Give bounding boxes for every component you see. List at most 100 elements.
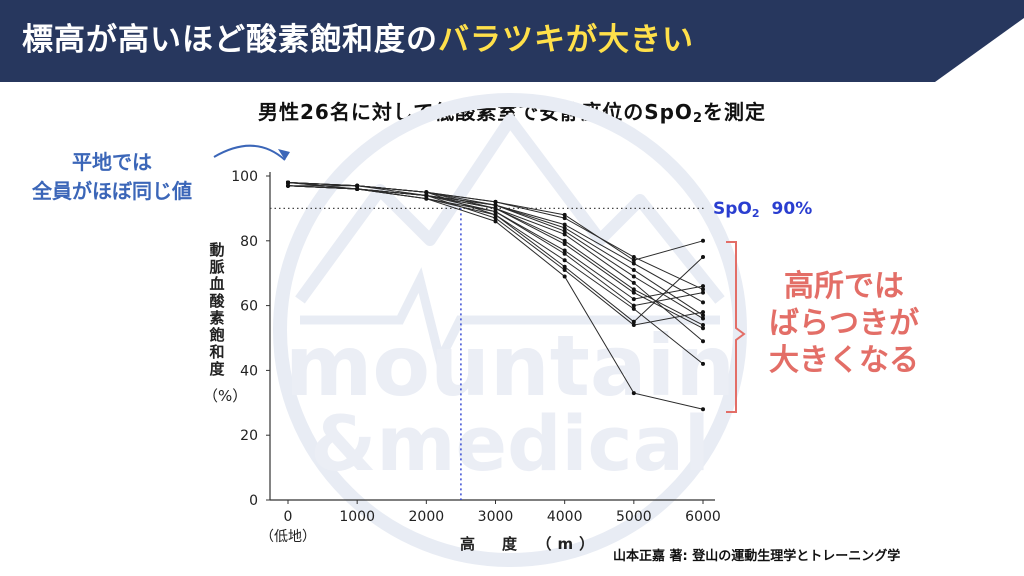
x-tick-label-4000: 4000 bbox=[547, 509, 583, 525]
high-altitude-annotation: 高所では ばらつきが 大きくなる bbox=[744, 268, 944, 379]
x-tick-label-1000: 1000 bbox=[339, 509, 375, 525]
data-point-s5-3000 bbox=[493, 203, 498, 208]
data-point-s10-6000 bbox=[701, 290, 705, 295]
data-point-s8-3000 bbox=[493, 206, 498, 211]
data-point-s12-5000 bbox=[631, 319, 636, 324]
data-point-s12-6000 bbox=[701, 255, 705, 259]
data-point-s3-6000 bbox=[701, 300, 705, 305]
flat-annotation: 平地では 全員がほぼ同じ値 bbox=[12, 148, 212, 206]
title-highlight: バラツキが大きい bbox=[438, 22, 694, 58]
data-point-s7-6000 bbox=[701, 323, 705, 328]
data-point-s4-6000 bbox=[701, 313, 705, 318]
data-point-s7-5000 bbox=[631, 287, 636, 292]
flat-annotation-line2: 全員がほぼ同じ値 bbox=[32, 179, 192, 203]
data-point-s8-6000 bbox=[701, 326, 705, 331]
header-background bbox=[0, 0, 1024, 82]
data-point-s1-4000 bbox=[562, 212, 567, 217]
y-tick-label-100: 100 bbox=[231, 169, 258, 185]
y-tick-label-60: 60 bbox=[240, 299, 258, 315]
data-point-s11-4000 bbox=[562, 258, 567, 263]
chart-series bbox=[286, 180, 705, 412]
data-point-s13-2000 bbox=[424, 193, 429, 198]
y-tick-label-80: 80 bbox=[240, 234, 258, 250]
data-point-s6-6000 bbox=[701, 339, 705, 344]
x-axis-label: 高 度 （m） bbox=[460, 535, 601, 553]
y-tick-label-20: 20 bbox=[240, 428, 258, 444]
data-point-s9-5000 bbox=[631, 297, 636, 302]
data-point-s13-6000 bbox=[701, 310, 705, 315]
reference-lines bbox=[270, 207, 706, 500]
spo2-label-prefix: SpO bbox=[713, 199, 752, 219]
x-tick-label-5000: 5000 bbox=[616, 509, 652, 525]
high-annotation-line3: 大きくなる bbox=[769, 343, 919, 378]
data-point-s14-4000 bbox=[562, 274, 567, 279]
data-point-s13-5000 bbox=[631, 323, 636, 328]
x-tick-sublabel: （低地） bbox=[260, 529, 316, 545]
data-point-s10-4000 bbox=[562, 251, 567, 256]
flat-annotation-line1: 平地では bbox=[72, 150, 152, 174]
data-point-s12-1000 bbox=[355, 183, 360, 188]
arrow-icon bbox=[213, 144, 290, 161]
subtitle-subscript: 2 bbox=[692, 111, 703, 126]
data-point-s2-5000 bbox=[631, 255, 636, 259]
data-point-s14-1000 bbox=[355, 186, 360, 191]
x-tick-label-0: 0 bbox=[284, 509, 293, 525]
data-point-s3-5000 bbox=[631, 261, 636, 266]
page-title: 標高が高いほど酸素飽和度のバラツキが大きい bbox=[22, 14, 694, 59]
data-point-s1-5000 bbox=[631, 258, 636, 263]
data-point-s14-3000 bbox=[493, 219, 498, 224]
data-point-s12-4000 bbox=[562, 264, 567, 269]
data-point-s11-6000 bbox=[701, 361, 705, 366]
data-point-s10-3000 bbox=[493, 209, 498, 214]
data-point-s4-5000 bbox=[631, 267, 636, 272]
y-axis-label-text: 動脈血酸素飽和度 bbox=[209, 241, 225, 378]
series-line-2 bbox=[287, 181, 704, 290]
y-axis-unit: （%） bbox=[203, 387, 248, 405]
data-point-s2-6000 bbox=[701, 287, 705, 292]
data-point-s5-4000 bbox=[562, 229, 567, 234]
data-point-s13-0 bbox=[286, 183, 290, 188]
x-tick-label-3000: 3000 bbox=[478, 509, 514, 525]
data-point-s7-4000 bbox=[562, 238, 567, 243]
data-point-s8-4000 bbox=[562, 242, 567, 247]
data-point-s14-5000 bbox=[631, 391, 636, 396]
subtitle-suffix: を測定 bbox=[703, 100, 766, 124]
data-point-s2-4000 bbox=[562, 216, 567, 221]
data-point-s13-3000 bbox=[493, 216, 498, 221]
high-annotation-line2: ばらつきが bbox=[769, 306, 919, 341]
range-brace bbox=[726, 241, 746, 413]
data-point-s12-2000 bbox=[424, 190, 429, 195]
data-point-s1-6000 bbox=[701, 238, 705, 243]
data-point-s6-5000 bbox=[631, 280, 636, 285]
data-point-s4-4000 bbox=[562, 225, 567, 230]
spo2-threshold-label: SpO2 90% bbox=[713, 199, 812, 220]
y-tick-label-0: 0 bbox=[249, 493, 258, 509]
spo2-label-subscript: 2 bbox=[751, 207, 760, 220]
y-tick-label-40: 40 bbox=[240, 363, 258, 379]
high-annotation-line1: 高所では bbox=[784, 269, 904, 304]
data-point-s14-6000 bbox=[701, 407, 705, 412]
data-point-s10-5000 bbox=[631, 303, 636, 308]
x-tick-label-2000: 2000 bbox=[409, 509, 445, 525]
watermark-line2: &medical bbox=[310, 399, 710, 488]
spo2-label-value: 90% bbox=[771, 199, 813, 219]
title-text: 標高が高いほど酸素飽和度の bbox=[22, 22, 438, 58]
data-point-s9-6000 bbox=[701, 284, 705, 289]
data-point-s5-6000 bbox=[701, 316, 705, 321]
data-point-s13-4000 bbox=[562, 267, 567, 272]
data-point-s5-5000 bbox=[631, 274, 636, 279]
data-point-s3-4000 bbox=[562, 222, 567, 227]
data-point-s14-2000 bbox=[424, 196, 429, 201]
data-point-s8-5000 bbox=[631, 290, 636, 295]
data-point-s6-4000 bbox=[562, 232, 567, 237]
watermark-line1: mountain bbox=[285, 317, 735, 415]
data-point-s9-4000 bbox=[562, 248, 567, 253]
data-point-s11-5000 bbox=[631, 306, 636, 311]
y-axis-label: 動脈血酸素飽和度 （%） bbox=[203, 241, 248, 405]
source-citation: 山本正嘉 著: 登山の運動生理学とトレーニング学 bbox=[613, 549, 901, 564]
data-point-s14-0 bbox=[286, 180, 290, 185]
header-bar bbox=[0, 0, 1024, 82]
